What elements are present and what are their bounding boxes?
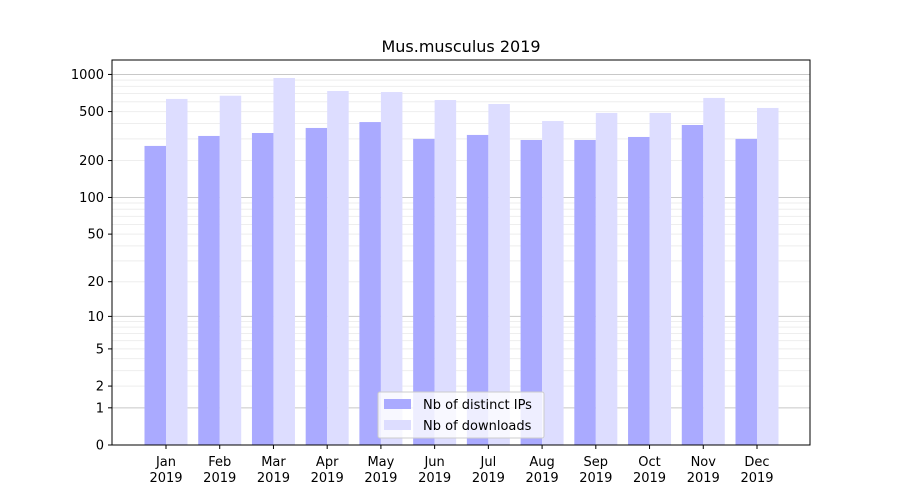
x-tick-label: Jan 2019 [149,455,182,486]
x-tick-label: Feb 2019 [203,455,236,486]
bar-ips [574,139,596,445]
x-tick-label: Aug 2019 [526,455,559,486]
bar-ips [520,139,543,445]
chart-title: Mus.musculus 2019 [381,37,540,56]
legend: Nb of distinct IPs Nb of downloads [377,391,545,439]
y-tick-label: 500 [79,105,104,120]
bar-ips [251,132,274,445]
plot-frame [111,59,811,446]
bar-downloads [219,95,242,445]
y-tick-label: 100 [79,191,104,206]
bar-ips [681,125,704,445]
bar-downloads [327,91,349,445]
bar-ips [628,136,650,445]
bar-ips [144,145,166,445]
y-axis: 0 1 2 5 10 20 50 100 200 500 1000 [71,68,112,454]
y-tick-label: 2 [96,380,104,395]
bar-ips [466,134,489,445]
bar-downloads [757,107,779,445]
bar-ips [735,138,757,445]
x-tick-label: Dec 2019 [740,455,773,486]
bar-downloads [380,92,403,446]
bar-downloads [434,100,457,445]
y-tick-label: 1000 [71,68,104,83]
x-tick-label: Oct 2019 [633,455,666,486]
bars [144,77,779,446]
x-tick-label: Sep 2019 [579,455,612,486]
y-tick-label: 1 [96,401,104,416]
bar-ips [305,127,328,446]
bar-downloads [542,121,564,445]
bar-downloads [649,112,672,445]
bar-ips [413,138,435,445]
legend-swatch-ips [384,399,411,409]
bar-downloads [273,77,295,445]
x-tick-label: Apr 2019 [311,455,344,486]
y-tick-label: 5 [96,342,104,357]
x-tick-label: Nov 2019 [687,455,720,486]
y-tick-label: 10 [87,310,104,325]
legend-swatch-downloads [384,420,411,430]
x-tick-label: May 2019 [364,455,397,486]
legend-label-downloads: Nb of downloads [423,419,532,434]
y-tick-label: 200 [79,154,104,169]
bar-downloads [703,97,725,446]
bar-downloads [595,112,618,445]
x-tick-label: Jun 2019 [418,455,451,486]
y-tick-label: 0 [96,439,104,454]
bar-ips [198,135,220,445]
y-tick-label: 50 [87,228,104,243]
x-tick-label: Jul 2019 [472,455,505,486]
bar-ips [359,122,381,446]
y-tick-label: 20 [87,275,104,290]
bar-downloads [166,98,188,445]
legend-label-ips: Nb of distinct IPs [423,398,532,413]
x-axis: Jan 2019 Feb 2019 Mar 2019 Apr 2019 May 2019 Jun 20… [149,445,774,486]
bar-downloads [488,103,510,446]
x-tick-label: Mar 2019 [257,455,290,486]
